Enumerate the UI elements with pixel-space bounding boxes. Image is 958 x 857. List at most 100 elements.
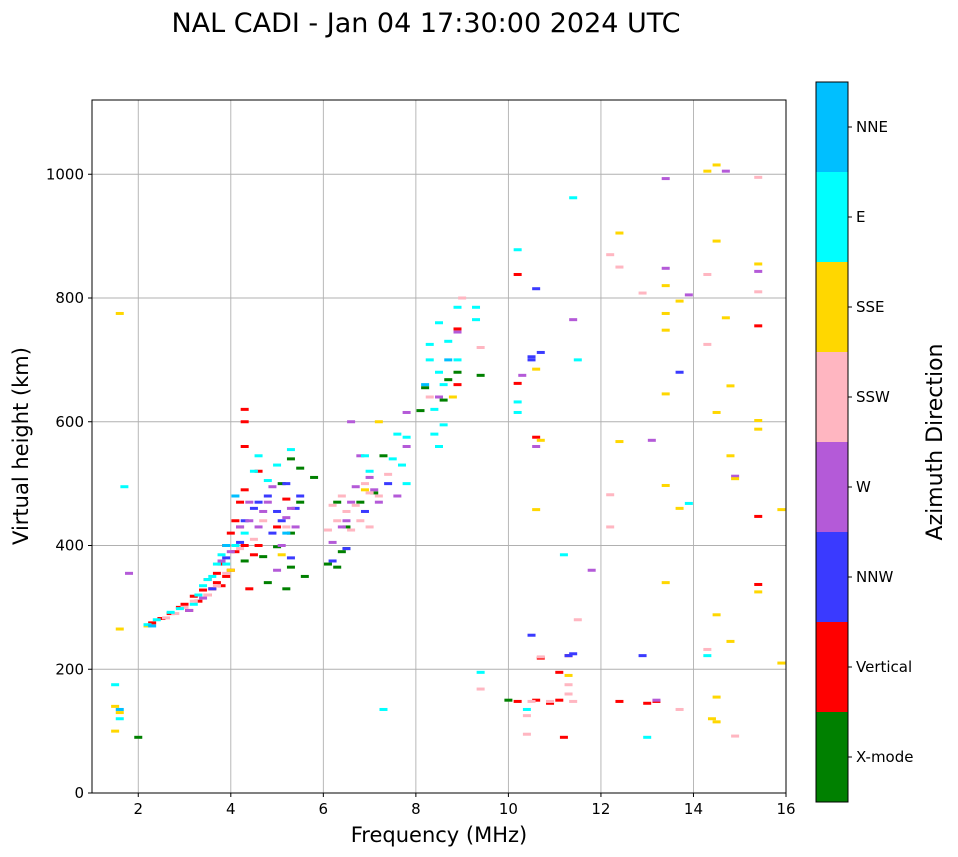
data-point bbox=[513, 400, 522, 404]
data-point bbox=[342, 509, 351, 513]
data-point bbox=[425, 358, 434, 362]
data-point bbox=[111, 683, 120, 687]
data-point bbox=[217, 562, 226, 566]
data-point bbox=[282, 482, 291, 486]
data-point bbox=[453, 305, 462, 309]
data-point bbox=[194, 593, 203, 597]
data-point bbox=[282, 525, 291, 529]
data-point bbox=[536, 350, 545, 354]
data-point bbox=[402, 435, 411, 439]
data-point bbox=[282, 587, 291, 591]
data-point bbox=[360, 509, 369, 513]
y-tick-label: 400 bbox=[55, 537, 84, 555]
data-point bbox=[661, 483, 670, 487]
data-point bbox=[731, 477, 740, 481]
data-point bbox=[236, 500, 245, 504]
data-point bbox=[647, 438, 656, 442]
data-point bbox=[310, 475, 319, 479]
data-point bbox=[222, 562, 231, 566]
data-point bbox=[569, 318, 578, 322]
data-point bbox=[661, 581, 670, 585]
data-point bbox=[222, 574, 231, 578]
data-point bbox=[522, 732, 531, 736]
data-point bbox=[111, 704, 120, 708]
data-point bbox=[712, 410, 721, 414]
data-point bbox=[638, 654, 647, 658]
data-point bbox=[606, 253, 615, 257]
data-point bbox=[273, 463, 282, 467]
data-point bbox=[171, 612, 180, 616]
data-point bbox=[189, 599, 198, 603]
data-point bbox=[384, 472, 393, 476]
data-point bbox=[555, 698, 564, 702]
data-point bbox=[370, 488, 379, 492]
data-point bbox=[286, 531, 295, 535]
data-point bbox=[476, 346, 485, 349]
data-point bbox=[115, 711, 124, 715]
data-point bbox=[703, 647, 712, 651]
data-point bbox=[374, 500, 383, 504]
data-point bbox=[185, 608, 194, 612]
data-point bbox=[453, 383, 462, 387]
data-point bbox=[643, 701, 652, 705]
data-point bbox=[425, 342, 434, 346]
data-point bbox=[282, 497, 291, 501]
colorbar-segment bbox=[816, 532, 848, 622]
data-point bbox=[217, 559, 226, 563]
data-point bbox=[721, 169, 730, 173]
data-point bbox=[712, 239, 721, 243]
data-point bbox=[333, 500, 342, 504]
data-point bbox=[731, 734, 740, 738]
data-point bbox=[152, 618, 161, 622]
data-point bbox=[347, 500, 356, 504]
data-point bbox=[458, 296, 467, 300]
colorbar: X-mode Vertical NNW W SSW SSE E NNE bbox=[815, 81, 913, 803]
data-point bbox=[532, 287, 541, 291]
data-point bbox=[347, 420, 356, 424]
data-point bbox=[675, 707, 684, 711]
data-point bbox=[342, 525, 351, 529]
data-point bbox=[356, 500, 365, 504]
data-point bbox=[365, 491, 374, 495]
data-point bbox=[277, 482, 286, 486]
data-point bbox=[393, 432, 402, 436]
data-point bbox=[199, 596, 208, 600]
data-point bbox=[416, 409, 425, 413]
y-axis-ticks: 0 200 400 600 800 1000 bbox=[46, 165, 92, 802]
data-point bbox=[291, 506, 300, 510]
data-point bbox=[444, 339, 453, 343]
data-point bbox=[296, 500, 305, 504]
data-point bbox=[199, 588, 208, 592]
data-point bbox=[259, 509, 268, 513]
data-point bbox=[527, 633, 536, 637]
data-point bbox=[513, 381, 522, 385]
data-point bbox=[402, 482, 411, 486]
data-point bbox=[148, 624, 157, 628]
data-point bbox=[615, 440, 624, 444]
data-point bbox=[453, 370, 462, 374]
data-point bbox=[573, 358, 582, 362]
data-point bbox=[333, 565, 342, 569]
data-point bbox=[712, 163, 721, 167]
data-point bbox=[707, 717, 716, 721]
data-point bbox=[236, 547, 245, 551]
data-point bbox=[277, 519, 286, 523]
data-point bbox=[513, 248, 522, 252]
data-point bbox=[259, 519, 268, 523]
data-point bbox=[444, 378, 453, 382]
x-tick-label: 6 bbox=[319, 800, 329, 818]
data-point bbox=[615, 265, 624, 269]
y-tick-label: 600 bbox=[55, 413, 84, 431]
colorbar-label: W bbox=[856, 478, 871, 496]
data-point bbox=[134, 735, 143, 739]
data-point bbox=[360, 482, 369, 486]
data-point bbox=[125, 571, 134, 575]
data-point bbox=[157, 617, 166, 621]
data-point bbox=[249, 537, 258, 541]
data-point bbox=[360, 454, 369, 458]
data-point bbox=[513, 272, 522, 276]
colorbar-segment bbox=[816, 442, 848, 532]
y-tick-label: 800 bbox=[55, 289, 84, 307]
data-point bbox=[513, 410, 522, 414]
